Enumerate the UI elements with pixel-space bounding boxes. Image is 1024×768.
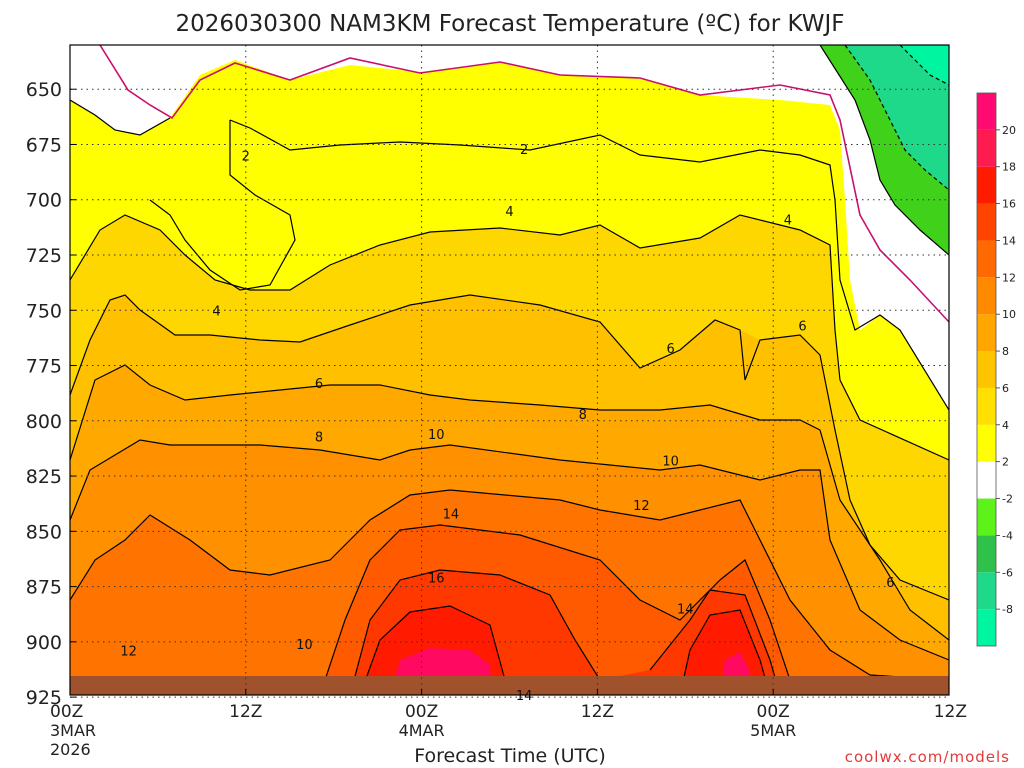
colorbar-swatch bbox=[977, 498, 996, 536]
contour-label: 12 bbox=[633, 499, 650, 514]
contour-label: 16 bbox=[428, 572, 445, 587]
contour-label: 8 bbox=[579, 408, 587, 423]
colorbar-label: 20 bbox=[1002, 124, 1016, 137]
x-tick-date: 3MAR bbox=[50, 721, 96, 740]
x-tick-date: 4MAR bbox=[399, 721, 445, 740]
colorbar-swatch bbox=[977, 424, 996, 462]
contour-label: 6 bbox=[315, 377, 323, 392]
colorbar-label: 6 bbox=[1002, 382, 1009, 395]
colorbar-frame bbox=[976, 92, 997, 647]
contour-cold-line-1 bbox=[844, 45, 949, 191]
contour-cold-line-3 bbox=[899, 45, 949, 86]
contour-label: 2 bbox=[520, 143, 528, 158]
contour-label: 4 bbox=[212, 304, 220, 319]
contour-8-line bbox=[70, 364, 949, 641]
colorbar-label: -8 bbox=[1002, 603, 1013, 616]
colorbar-swatch bbox=[977, 387, 996, 425]
y-tick-label: 900 bbox=[26, 632, 62, 654]
y-tick-label: 725 bbox=[26, 245, 62, 267]
y-tick-label: 850 bbox=[26, 521, 62, 543]
contour-10-line bbox=[70, 439, 949, 661]
contour-cold-line-2 bbox=[819, 45, 949, 256]
colorbar-label: 12 bbox=[1002, 271, 1016, 284]
contour-6-line bbox=[70, 294, 949, 601]
y-tick-label: 825 bbox=[26, 466, 62, 488]
colorbar-label: 2 bbox=[1002, 456, 1009, 469]
colorbar-swatch bbox=[977, 129, 996, 167]
colorbar-swatch bbox=[977, 351, 996, 388]
colorbar-swatch bbox=[977, 609, 996, 646]
x-tick-label: 00Z bbox=[50, 702, 83, 722]
colorbar-label: -2 bbox=[1002, 493, 1013, 506]
colorbar-label: 10 bbox=[1002, 308, 1016, 321]
temperature-fill bbox=[70, 45, 949, 695]
colorbar-label: 16 bbox=[1002, 198, 1016, 211]
plot-frame bbox=[69, 44, 950, 696]
contour-label: 14 bbox=[516, 689, 533, 704]
band-cold-cyan bbox=[900, 45, 949, 85]
contour-label: 4 bbox=[505, 205, 513, 220]
colorbar-label: -6 bbox=[1002, 566, 1013, 579]
contour-label: 10 bbox=[296, 638, 313, 653]
contour-0-line bbox=[99, 45, 949, 323]
colorbar-swatch bbox=[977, 314, 996, 352]
contour-4-line bbox=[70, 214, 949, 461]
colorbar-label: 8 bbox=[1002, 345, 1009, 358]
colorbar-swatch bbox=[977, 166, 996, 204]
colorbar-swatch bbox=[977, 277, 996, 315]
x-tick-label: 12Z bbox=[581, 702, 614, 722]
y-tick-label: 700 bbox=[26, 190, 62, 212]
contour-2-line bbox=[70, 99, 949, 411]
y-tick-label: 675 bbox=[26, 134, 62, 156]
x-tick-date: 5MAR bbox=[750, 721, 796, 740]
contour-label: 8 bbox=[315, 430, 323, 445]
colorbar-swatch bbox=[977, 572, 996, 610]
credit-text: coolwx.com/models bbox=[845, 748, 1010, 766]
colorbar-swatch bbox=[977, 93, 996, 130]
contour-label: 6 bbox=[798, 320, 806, 335]
contour-16-line bbox=[349, 569, 781, 695]
colorbar-swatch bbox=[977, 240, 996, 278]
contour-label: 14 bbox=[677, 603, 694, 618]
colorbar-swatch bbox=[977, 461, 996, 499]
contour-label: 10 bbox=[662, 455, 679, 470]
ground-terrain bbox=[70, 676, 949, 695]
y-tick-label: 650 bbox=[26, 79, 62, 101]
x-tick-label: 00Z bbox=[405, 702, 438, 722]
y-tick-label: 925 bbox=[26, 687, 62, 709]
grid-lines-horizontal bbox=[70, 88, 949, 698]
contour-label: 14 bbox=[443, 508, 460, 523]
contour-lines bbox=[70, 45, 949, 695]
y-tick-label: 875 bbox=[26, 577, 62, 599]
grid-lines-vertical bbox=[245, 45, 774, 695]
y-tick-label: 750 bbox=[26, 300, 62, 322]
contour-label: 4 bbox=[784, 214, 792, 229]
contour-12-line bbox=[70, 489, 949, 681]
y-tick-label: 800 bbox=[26, 411, 62, 433]
colorbar-label: 18 bbox=[1002, 161, 1016, 174]
colorbar-label: 4 bbox=[1002, 419, 1009, 432]
contour-14-line bbox=[319, 524, 801, 695]
x-tick-label: 12Z bbox=[229, 702, 262, 722]
colorbar: -8 -6 -4 -2 2 4 6 8 10 12 14 16 18 20 bbox=[976, 92, 1016, 647]
colorbar-label: 14 bbox=[1002, 234, 1016, 247]
contour-label: 12 bbox=[120, 645, 137, 660]
colorbar-swatch bbox=[977, 203, 996, 241]
y-tick-label: 775 bbox=[26, 356, 62, 378]
contour-label: 10 bbox=[428, 428, 445, 443]
colorbar-swatch bbox=[977, 535, 996, 573]
colorbar-label: -4 bbox=[1002, 529, 1013, 542]
chart-title: 2026030300 NAM3KM Forecast Temperature (… bbox=[175, 11, 844, 37]
x-tick-label: 00Z bbox=[757, 702, 790, 722]
x-tick-year: 2026 bbox=[50, 740, 91, 759]
contour-label: 6 bbox=[886, 576, 894, 591]
x-axis-label: Forecast Time (UTC) bbox=[414, 745, 605, 767]
y-axis: 650 675 700 725 750 775 800 825 850 875 900 925 bbox=[26, 79, 76, 709]
contour-label: 2 bbox=[242, 150, 250, 165]
contour-labels: 2 2 4 4 4 6 6 6 6 8 8 10 10 10 12 12 14 14 14 16 bbox=[120, 143, 894, 704]
x-tick-label: 12Z bbox=[934, 702, 967, 722]
contour-label: 6 bbox=[667, 342, 675, 357]
